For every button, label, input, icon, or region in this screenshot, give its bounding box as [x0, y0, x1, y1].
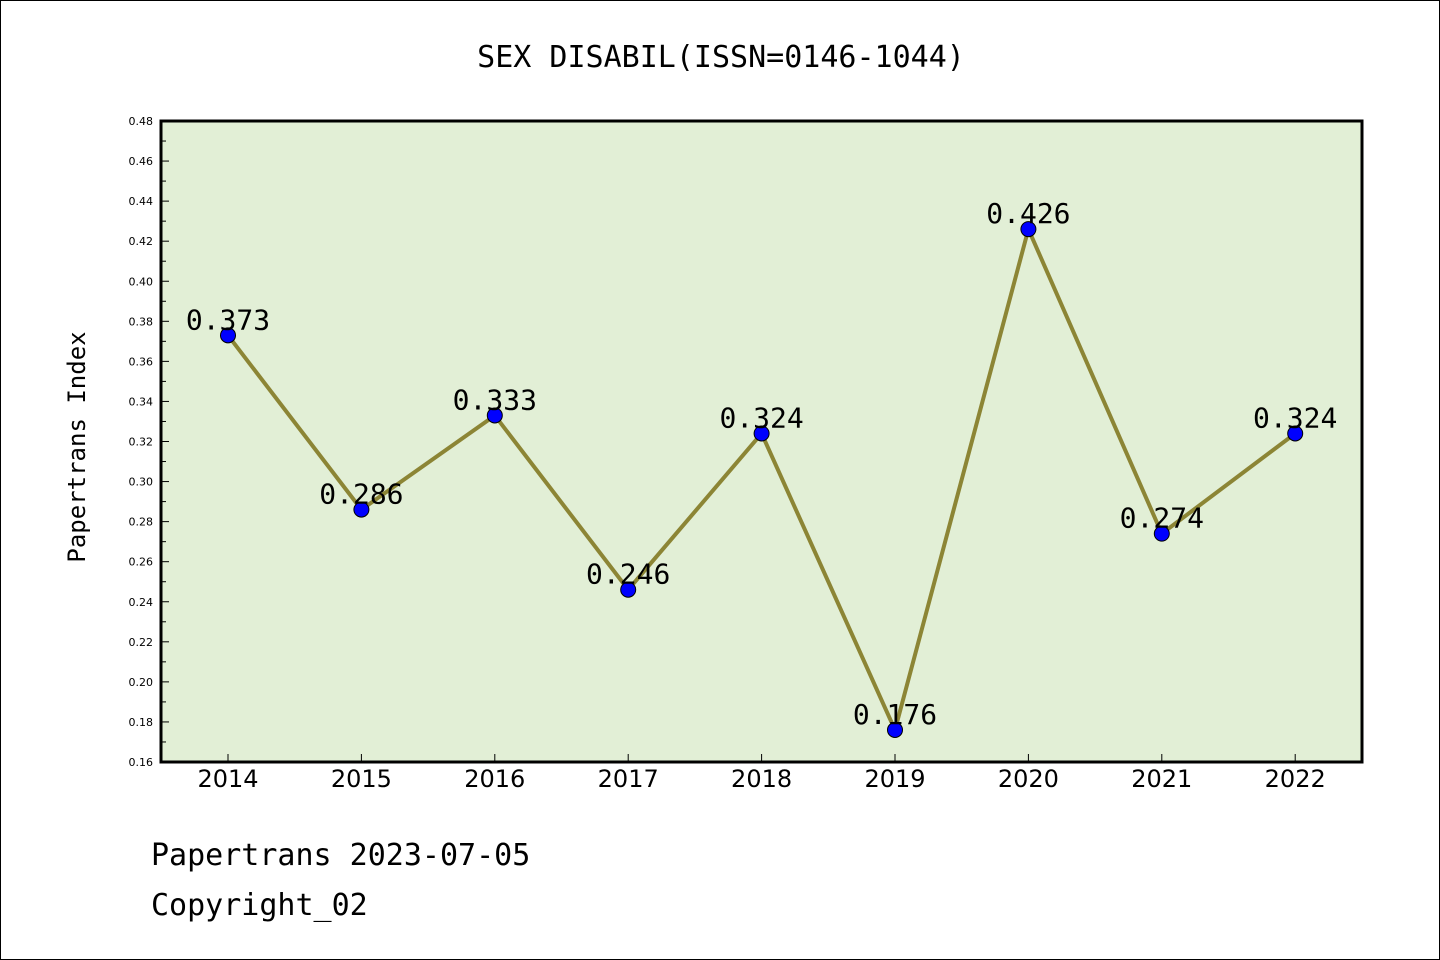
x-tick-label: 2022	[1265, 765, 1326, 793]
x-tick-label: 2015	[331, 765, 392, 793]
data-point	[887, 721, 903, 738]
y-tick-label: 0.34	[129, 395, 154, 408]
data-label: 0.333	[453, 383, 537, 416]
data-label: 0.324	[719, 401, 803, 434]
y-tick-label: 0.40	[129, 275, 154, 288]
series-group	[220, 221, 1304, 738]
y-tick-label: 0.46	[129, 155, 154, 168]
x-tick-label: 2018	[731, 765, 792, 793]
data-label: 0.274	[1120, 502, 1204, 535]
data-point	[1287, 425, 1304, 442]
data-labels: 0.373 0.286 0.333 0.246 0.324 0.176 0.426 0.274…	[186, 197, 1337, 731]
x-tick-label: 2016	[464, 765, 525, 793]
data-label: 0.286	[319, 478, 403, 511]
y-tick-label: 0.32	[129, 436, 154, 449]
data-label: 0.324	[1253, 401, 1337, 434]
y-tick-label: 0.48	[129, 115, 154, 128]
footer-copyright: Copyright_02	[151, 888, 368, 923]
data-point	[220, 327, 236, 344]
plot-border	[159, 119, 1364, 764]
x-tick-label: 2017	[598, 765, 659, 793]
y-tick-label: 0.18	[129, 716, 154, 729]
y-tick-label: 0.36	[129, 355, 154, 368]
data-point	[1020, 221, 1037, 238]
x-axis: 2014 2015 2016 2017 2018 2019 2020 2021 2022	[197, 754, 1326, 793]
footer-date: Papertrans 2023-07-05	[151, 838, 530, 873]
y-tick-label: 0.26	[129, 556, 154, 569]
data-label: 0.373	[186, 303, 270, 336]
data-label: 0.426	[986, 197, 1070, 230]
y-axis-label: Papertrans Index	[63, 331, 91, 562]
x-tick-label: 2014	[197, 765, 258, 793]
data-point	[620, 581, 637, 598]
chart-title: SEX DISABIL(ISSN=0146-1044)	[477, 40, 965, 75]
data-point	[353, 501, 370, 518]
y-tick-label: 0.22	[129, 636, 154, 649]
y-tick-label: 0.42	[129, 235, 154, 248]
y-tick-label: 0.28	[129, 516, 154, 529]
data-label: 0.246	[586, 558, 670, 591]
y-tick-label: 0.20	[129, 676, 154, 689]
y-tick-label: 0.30	[129, 476, 154, 489]
data-label: 0.176	[853, 698, 937, 731]
plot-area	[161, 121, 1362, 762]
y-tick-label: 0.24	[129, 596, 154, 609]
y-tick-label: 0.44	[129, 195, 154, 208]
x-tick-label: 2019	[864, 765, 925, 793]
data-point	[753, 425, 770, 442]
x-tick-label: 2020	[998, 765, 1059, 793]
data-point	[486, 407, 503, 424]
x-tick-label: 2021	[1131, 765, 1192, 793]
data-point	[1153, 525, 1170, 542]
y-axis: 0.16 0.18 0.20 0.22 0.24 0.26 0.28 0.30 0.32 0.34…	[129, 115, 169, 769]
y-tick-label: 0.38	[129, 315, 154, 328]
y-tick-label: 0.16	[129, 756, 154, 769]
